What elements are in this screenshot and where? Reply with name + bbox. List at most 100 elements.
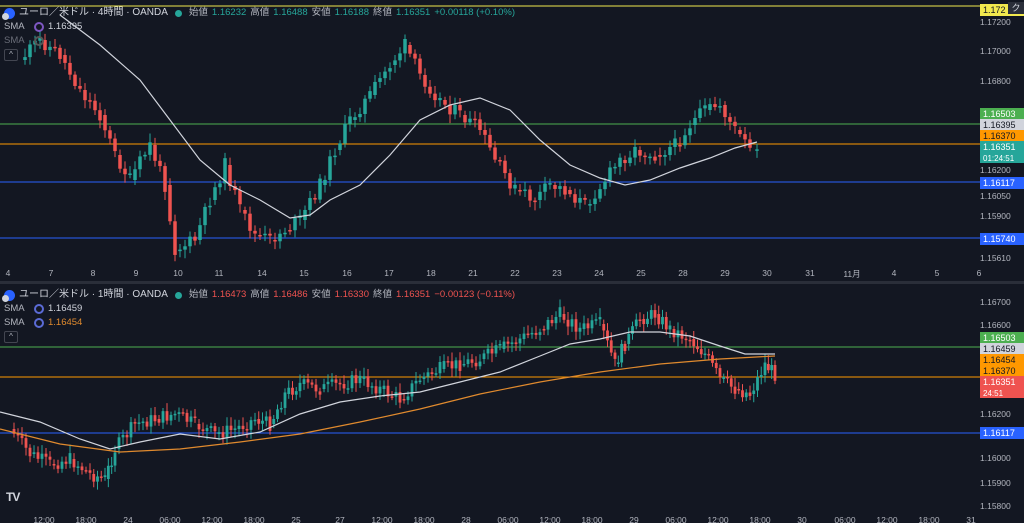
sma1-label[interactable]: SMA	[4, 303, 25, 314]
price-tag-green: 1.16503	[980, 332, 1024, 344]
candle	[138, 156, 142, 170]
candle	[333, 155, 337, 158]
price-axis-label: 1.16700	[980, 297, 1011, 307]
candle	[642, 319, 646, 325]
time-axis-label: 8	[90, 268, 96, 278]
candle	[253, 419, 257, 422]
sma1-label[interactable]: SMA	[4, 21, 25, 32]
candle	[257, 419, 261, 424]
candle	[84, 470, 88, 472]
candle	[60, 461, 64, 469]
candle	[253, 230, 257, 234]
candle	[258, 235, 262, 237]
candle	[121, 435, 125, 438]
candle	[574, 319, 578, 332]
time-axis-label: 4	[5, 268, 11, 278]
candle	[99, 476, 103, 478]
sma2-label[interactable]: SMA	[4, 317, 25, 328]
sma-short-line[interactable]	[0, 331, 775, 450]
close-value: 1.16351	[396, 289, 431, 300]
candle	[322, 384, 326, 389]
bottom-chart-pane[interactable]: ユーロ／米ドル · 1時間 · OANDA 始値 1.16473 高値 1.16…	[0, 284, 1024, 523]
sma2-label[interactable]: SMA	[4, 35, 25, 46]
time-axis-label: 9	[133, 268, 139, 278]
candle	[738, 130, 742, 135]
candle	[173, 413, 177, 416]
candle	[145, 421, 149, 427]
candle	[129, 422, 133, 438]
candle	[388, 68, 392, 72]
sma-line[interactable]	[59, 14, 758, 219]
candle	[462, 363, 466, 366]
top-right-button[interactable]: ク	[1008, 2, 1024, 14]
time-axis-label: 06:00	[834, 515, 856, 523]
time-axis-label: 11月	[843, 269, 861, 279]
candle	[692, 339, 696, 347]
candle	[153, 415, 157, 422]
price-axis-label: 1.16200	[980, 165, 1011, 175]
candle	[483, 130, 487, 135]
candle	[606, 330, 609, 341]
time-axis-label: 15	[299, 268, 309, 278]
candle	[302, 379, 306, 384]
candle	[279, 407, 283, 410]
candle	[163, 166, 167, 192]
low-label: 安値	[311, 7, 331, 18]
candle	[703, 353, 707, 356]
sma-hidden-icon[interactable]	[34, 36, 44, 46]
candle	[338, 382, 342, 385]
candle	[661, 316, 664, 325]
candle	[76, 466, 80, 468]
candle	[748, 392, 752, 396]
candle	[268, 416, 272, 431]
candle	[334, 379, 338, 383]
candle	[543, 183, 547, 192]
time-axis-label: 6	[976, 268, 982, 278]
candle	[23, 57, 27, 60]
collapse-legend-button[interactable]: ^	[4, 49, 18, 61]
candle	[125, 435, 129, 438]
candle	[482, 353, 486, 359]
time-axis-label: 5	[934, 268, 940, 278]
candle	[759, 375, 763, 377]
bottom-chart-canvas[interactable]	[0, 284, 1024, 523]
sma-settings-icon[interactable]	[34, 22, 44, 32]
price-axis-label: 1.16200	[980, 409, 1011, 419]
candle	[278, 233, 282, 242]
candle	[433, 93, 437, 101]
candle	[442, 361, 446, 369]
change-value: +0.00118 (+0.10%)	[434, 7, 515, 18]
candle	[423, 75, 427, 87]
candle	[418, 58, 422, 74]
candle	[463, 115, 467, 123]
price-axis-label: 1.15900	[980, 478, 1011, 488]
bottom-symbol-title[interactable]: ユーロ／米ドル · 1時間 · OANDA	[19, 289, 168, 300]
tradingview-logo[interactable]: TV	[6, 490, 20, 504]
top-chart-pane[interactable]: ユーロ／米ドル · 4時間 · OANDA 始値 1.16232 高値 1.16…	[0, 0, 1024, 281]
candle	[197, 424, 201, 430]
candle	[293, 217, 297, 231]
candle	[533, 200, 537, 203]
candle	[44, 453, 48, 457]
candle	[413, 53, 417, 59]
candle	[249, 420, 253, 430]
candle	[273, 240, 277, 242]
top-chart-canvas[interactable]	[0, 0, 1024, 281]
collapse-legend-button[interactable]: ^	[4, 331, 18, 343]
candle	[723, 105, 727, 118]
time-axis-label: 29	[720, 268, 730, 278]
candle	[294, 391, 298, 395]
sma-settings-icon[interactable]	[34, 318, 44, 328]
candle	[203, 206, 207, 226]
candle	[620, 343, 624, 363]
candle	[113, 138, 117, 152]
pane-separator[interactable]	[0, 281, 1024, 284]
sma-long-line[interactable]	[0, 355, 776, 453]
top-symbol-title[interactable]: ユーロ／米ドル · 4時間 · OANDA	[19, 7, 168, 18]
sma-settings-icon[interactable]	[34, 304, 44, 314]
candle	[726, 376, 729, 379]
candle	[698, 108, 702, 118]
candle	[213, 187, 217, 200]
candle	[458, 105, 462, 111]
candle	[52, 464, 56, 466]
